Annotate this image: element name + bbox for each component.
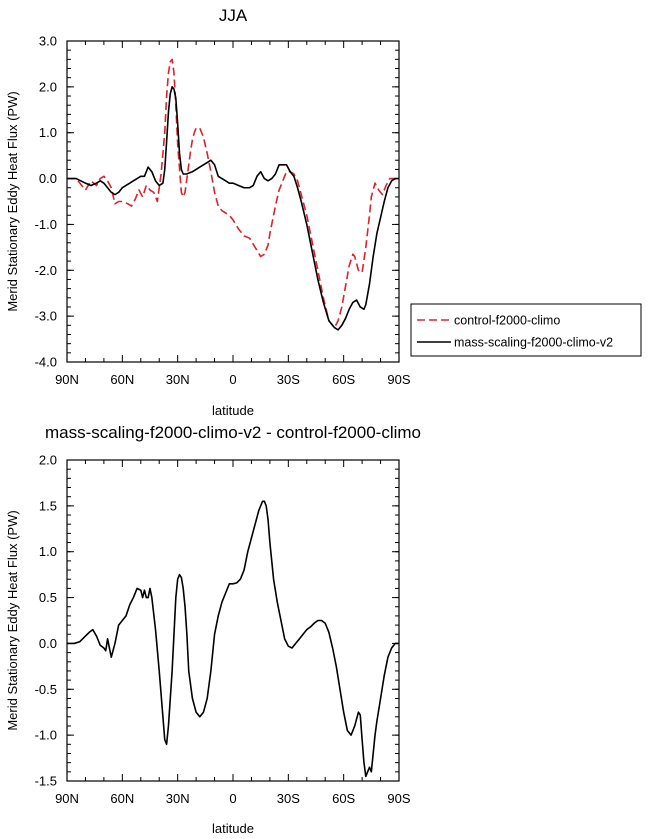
y-axis-title: Merid Stationary Eddy Heat Flux (PW) <box>5 510 20 730</box>
x-tick-label: 90N <box>55 791 79 806</box>
y-tick-label: -1.5 <box>35 774 57 789</box>
legend-label: control-f2000-climo <box>454 314 560 328</box>
chart-2: mass-scaling-f2000-climo-v2 - control-f2… <box>5 423 421 836</box>
y-tick-label: 1.0 <box>39 544 57 559</box>
x-tick-label: 60N <box>110 372 134 387</box>
x-tick-label: 90N <box>55 372 79 387</box>
x-tick-label: 30N <box>166 372 190 387</box>
x-tick-label: 60S <box>332 791 355 806</box>
x-tick-label: 60S <box>332 372 355 387</box>
chart-title: JJA <box>219 6 248 25</box>
x-tick-label: 30N <box>166 791 190 806</box>
x-axis: 90N 60N 30N 0 30S 60S 90S <box>55 41 411 387</box>
y-tick-label: 0.0 <box>39 636 57 651</box>
x-tick-label: 60N <box>110 791 134 806</box>
y-tick-label: -0.5 <box>35 682 57 697</box>
x-tick-label: 0 <box>229 372 236 387</box>
y-tick-label: -1.0 <box>35 217 57 232</box>
x-tick-label: 90S <box>387 372 410 387</box>
x-tick-label: 30S <box>277 372 300 387</box>
y-tick-label: -4.0 <box>35 355 57 370</box>
plot-frame <box>66 40 400 363</box>
y-tick-label: -3.0 <box>35 309 57 324</box>
y-tick-label: 3.0 <box>39 34 57 49</box>
x-tick-label: 90S <box>387 791 410 806</box>
y-tick-label: -1.0 <box>35 728 57 743</box>
series-line-mass-scaling-f2000-climo-v2 <box>67 86 399 331</box>
x-axis-title: latitude <box>212 821 254 836</box>
y-tick-label: -2.0 <box>35 263 57 278</box>
chart-1: JJA 90N 60N 30N 0 30S 60S 90S -4.0 -3.0 -2.0 -1.0 0.… <box>5 6 642 418</box>
series-line-difference <box>67 500 399 778</box>
x-axis-title: latitude <box>212 403 254 418</box>
y-tick-label: 1.5 <box>39 498 57 513</box>
x-tick-label: 30S <box>277 791 300 806</box>
y-tick-label: 0.5 <box>39 590 57 605</box>
legend-label: mass-scaling-f2000-climo-v2 <box>454 336 613 350</box>
y-tick-label: 0.0 <box>39 171 57 186</box>
legend-box <box>410 303 642 357</box>
y-axis: -4.0 -3.0 -2.0 -1.0 0.0 1.0 2.0 3.0 <box>35 34 399 370</box>
x-axis: 90N 60N 30N 0 30S 60S 90S <box>55 460 411 806</box>
y-axis-title: Merid Stationary Eddy Heat Flux (PW) <box>5 91 20 311</box>
chart-title: mass-scaling-f2000-climo-v2 - control-f2… <box>45 423 421 442</box>
legend: control-f2000-climo mass-scaling-f2000-cl… <box>410 303 642 357</box>
x-tick-label: 0 <box>229 791 236 806</box>
y-tick-label: 2.0 <box>39 79 57 94</box>
y-tick-label: 1.0 <box>39 125 57 140</box>
y-tick-label: 2.0 <box>39 453 57 468</box>
